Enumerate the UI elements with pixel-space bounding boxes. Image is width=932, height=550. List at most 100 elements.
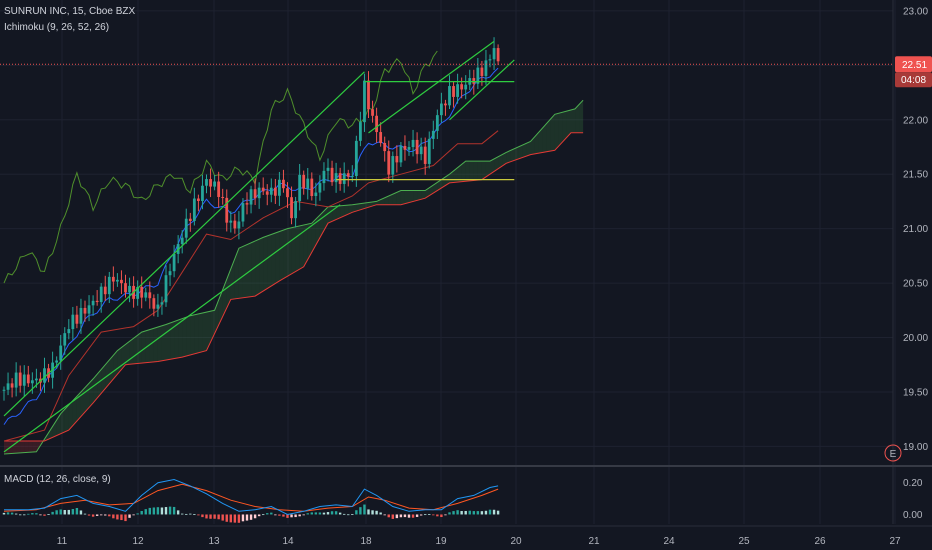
cloud-segment [190, 314, 195, 355]
macd-histogram-bar [205, 514, 208, 519]
candle-up [67, 329, 71, 334]
macd-histogram-bar [23, 514, 26, 516]
cloud-segment [202, 312, 207, 352]
cloud-segment [186, 315, 191, 357]
cloud-segment [502, 152, 507, 167]
cloud-segment [259, 237, 264, 294]
macd-histogram-bar [14, 513, 18, 515]
ichimoku-legend[interactable]: Ichimoku (9, 26, 52, 26) [4, 22, 110, 33]
macd-histogram-bar [156, 507, 160, 515]
cloud-segment [149, 328, 154, 363]
last-price-tag[interactable] [895, 56, 932, 73]
candle-up [326, 167, 330, 171]
cloud-segment [230, 258, 235, 300]
candle-down [383, 143, 387, 152]
candle-down [371, 109, 374, 116]
candle-up [22, 374, 26, 386]
cloud-segment [72, 396, 77, 426]
kijun-sen [3, 130, 499, 442]
candle-up [431, 130, 435, 139]
cloud-segment [129, 338, 134, 365]
candle-down [415, 139, 419, 155]
macd-histogram-bar [286, 514, 289, 518]
candle-up [354, 140, 358, 176]
macd-legend[interactable]: MACD (12, 26, close, 9) [4, 474, 111, 485]
macd-histogram-bar [100, 514, 103, 516]
candle-up [314, 192, 318, 197]
candle-up [30, 380, 34, 384]
candle-down [452, 86, 455, 97]
candle-down [261, 187, 265, 192]
earnings-marker[interactable] [884, 444, 902, 462]
cloud-segment [530, 137, 535, 155]
candle-up [213, 181, 216, 187]
cloud-segment [238, 246, 243, 299]
time-tick-label: 13 [208, 536, 220, 547]
macd-histogram-bar [181, 513, 184, 515]
cloud-segment [287, 227, 292, 277]
candle-up [419, 146, 423, 155]
macd-histogram-bar [67, 509, 70, 515]
cloud-segment [575, 104, 580, 133]
macd-histogram-bar [63, 510, 66, 515]
macd-histogram-bar [189, 513, 192, 515]
macd-pane [2, 478, 500, 523]
cloud-segment [153, 326, 158, 362]
cloud-segment [234, 248, 239, 299]
candle-up [407, 147, 411, 150]
macd-histogram-bar [185, 513, 188, 515]
macd-histogram-bar [379, 512, 382, 515]
candle-up [440, 103, 443, 116]
macd-histogram-bar [334, 511, 338, 515]
macd-histogram-bar [112, 514, 115, 519]
candle-up [241, 203, 245, 222]
cloud-segment [178, 318, 183, 358]
candle-down [403, 146, 407, 150]
candle-up [488, 59, 492, 61]
cloud-segment [271, 233, 276, 286]
candle-down [273, 187, 277, 196]
price-tick-label: 23.00 [903, 6, 928, 17]
cloud-segment [182, 317, 187, 358]
cloud-segment [141, 330, 146, 364]
chart-grid [0, 0, 896, 524]
cloud-segment [388, 194, 393, 205]
cloud-segment [538, 127, 543, 154]
cloud-segment [522, 143, 527, 158]
candle-down [472, 78, 476, 84]
cloud-segment [32, 440, 37, 453]
cloud-segment [64, 405, 69, 432]
macd-histogram-bar [55, 510, 58, 515]
macd-histogram-bar [140, 510, 143, 515]
cloud-segment [247, 242, 252, 298]
cloud-segment [490, 158, 495, 175]
macd-histogram-bar [375, 510, 378, 515]
macd-histogram-bar [448, 512, 451, 515]
cloud-segment [364, 202, 369, 209]
symbol-legend[interactable]: SUNRUN INC, 15, Cboe BZX [4, 6, 136, 17]
cloud-segment [356, 203, 361, 212]
macd-histogram-bar [298, 514, 301, 517]
macd-histogram-bar [428, 514, 431, 516]
time-tick-label: 14 [282, 536, 294, 547]
cloud-segment [291, 226, 296, 274]
macd-histogram-bar [282, 514, 285, 517]
cloud-segment [299, 225, 304, 270]
time-tick-label: 11 [57, 536, 68, 547]
candle-down [310, 178, 314, 197]
macd-signal-line [3, 483, 499, 512]
candle-down [330, 167, 334, 183]
macd-histogram-bar [249, 514, 253, 520]
macd-histogram-bar [197, 514, 200, 516]
macd-histogram-bar [51, 511, 54, 515]
bar-countdown: 04:08 [901, 75, 926, 86]
macd-histogram-bar [440, 514, 443, 518]
candle-up [350, 175, 354, 177]
macd-histogram-bar [383, 514, 386, 516]
cloud-segment [571, 108, 576, 133]
cloud-segment [226, 268, 231, 308]
candle-up [278, 179, 281, 196]
macd-histogram-bar [460, 511, 463, 515]
